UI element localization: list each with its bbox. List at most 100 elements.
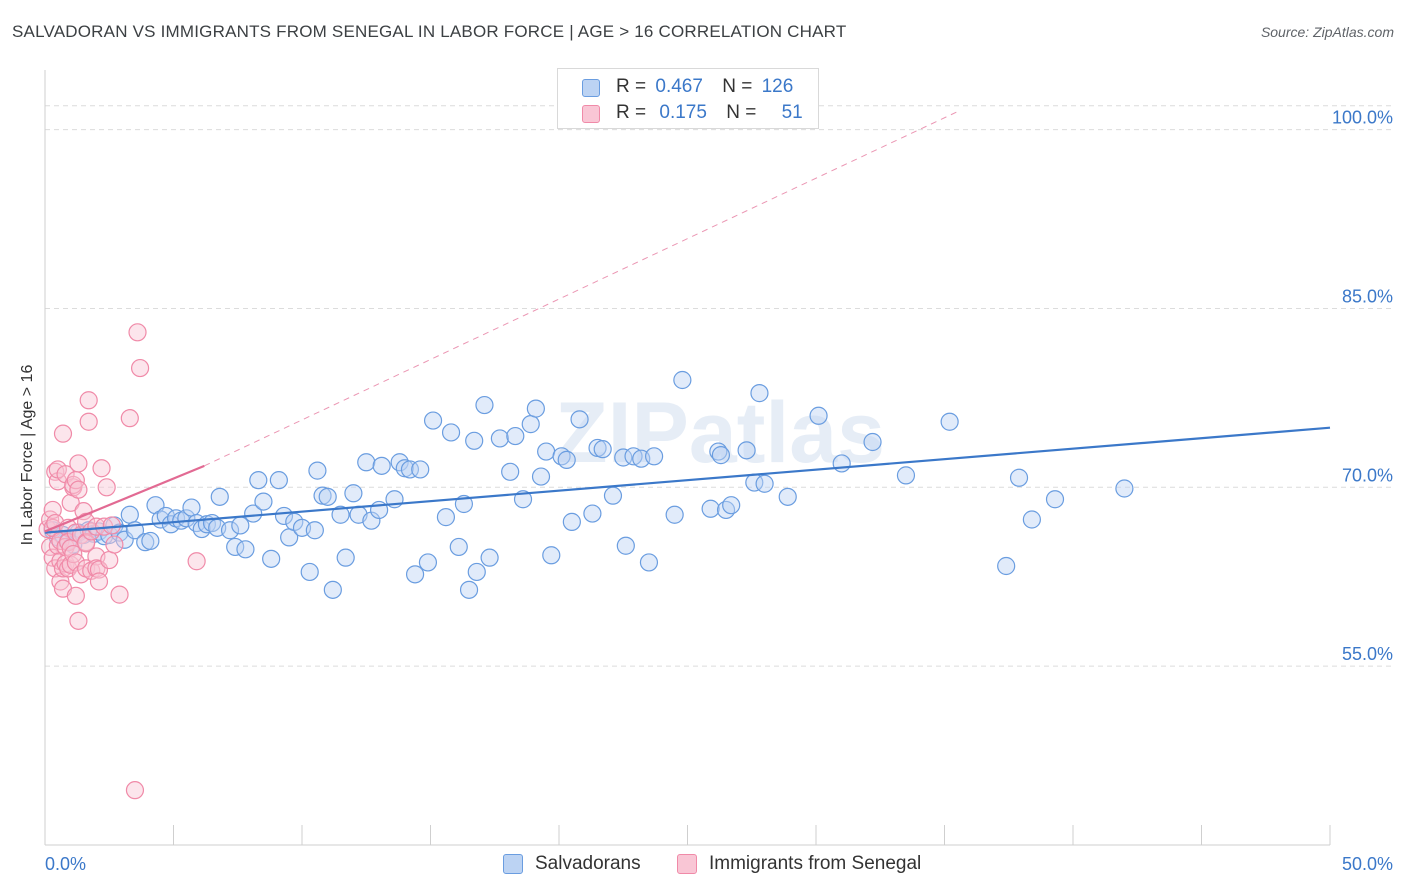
senegal-point <box>105 535 124 554</box>
senegal-legend-swatch <box>677 854 697 874</box>
salvadoran-point <box>308 461 327 480</box>
salvadoran-point <box>467 562 486 582</box>
salvadoran-point <box>318 487 337 506</box>
salvadoran-point <box>405 565 425 584</box>
salvadoran-point <box>639 553 659 572</box>
salvadoran-point <box>449 537 468 557</box>
salvadoran-point <box>863 432 882 452</box>
watermark: ZIPatlas <box>555 385 885 481</box>
senegal-legend-label: Immigrants from Senegal <box>709 853 922 874</box>
y-tick-label: 55.0% <box>1342 644 1393 664</box>
salvadorans-trend-line <box>44 426 1331 534</box>
x-tick-label: 50.0% <box>1342 854 1393 874</box>
senegal-point <box>130 358 150 378</box>
salvadoran-point <box>644 447 664 466</box>
salvadoran-point <box>557 450 576 469</box>
y-axis-title: In Labor Force | Age > 16 <box>19 364 36 546</box>
senegal-point <box>128 323 147 342</box>
senegal-point <box>120 409 139 428</box>
stats-legend: R = 0.467 N = 126 R = 0.175 N = 51 <box>557 68 819 129</box>
tick-labels: 55.0% 70.0% 85.0% 100.0% 0.0% 50.0% <box>45 108 1393 874</box>
salvadoran-point <box>400 460 420 479</box>
senegal-point <box>66 553 85 572</box>
senegal-point <box>187 552 206 571</box>
salvadoran-point <box>480 548 499 567</box>
salvadoran-point <box>832 454 851 473</box>
axes <box>44 70 1331 846</box>
salvadoran-point <box>701 499 720 518</box>
x-tick-label: 0.0% <box>45 854 86 874</box>
salvadoran-point <box>778 487 797 506</box>
y-tick-label: 70.0% <box>1342 465 1393 485</box>
salvadoran-point <box>531 467 551 486</box>
salvadoran-point <box>418 553 438 572</box>
n-value: 51 <box>781 102 803 123</box>
salvadoran-point <box>436 508 456 527</box>
salvadoran-point <box>722 496 741 515</box>
salvadoran-point <box>490 429 509 448</box>
salvadoran-point <box>262 549 281 568</box>
salvadoran-point <box>809 406 828 425</box>
r-value: 0.467 <box>655 76 703 97</box>
trend-lines <box>44 111 1331 534</box>
senegal-point <box>79 412 98 431</box>
salvadoran-point <box>750 384 769 403</box>
salvadoran-point <box>521 415 540 434</box>
salvadorans-legend-label: Salvadorans <box>535 853 641 874</box>
salvadoran-point <box>1115 479 1134 498</box>
senegal-point <box>77 534 96 553</box>
salvadoran-point <box>141 531 160 551</box>
salvadoran-point <box>182 498 201 517</box>
salvadoran-point <box>459 580 479 599</box>
n-value: 126 <box>761 76 794 97</box>
salvadoran-point <box>665 505 684 524</box>
salvadoran-point <box>570 410 589 429</box>
salvadoran-point <box>411 460 430 479</box>
y-tick-label: 100.0% <box>1332 108 1393 128</box>
n-label: N = <box>726 102 757 123</box>
senegal-swatch <box>582 105 600 123</box>
senegal-point <box>110 585 129 604</box>
salvadoran-point <box>465 431 484 450</box>
salvadoran-point <box>236 540 255 559</box>
salvadoran-point <box>254 492 273 511</box>
r-label: R = <box>616 102 647 123</box>
salvadoran-point <box>562 512 581 531</box>
salvadoran-point <box>331 505 350 524</box>
salvadoran-point <box>300 562 319 582</box>
salvadoran-point <box>616 536 635 555</box>
senegal-point <box>100 550 119 570</box>
salvadoran-point <box>673 370 692 390</box>
salvadoran-point <box>593 440 612 459</box>
chart-title: SALVADORAN VS IMMIGRANTS FROM SENEGAL IN… <box>12 22 847 41</box>
salvadoran-point <box>441 423 461 442</box>
salvadoran-point <box>344 484 363 503</box>
salvadoran-point <box>249 471 268 490</box>
salvadoran-point <box>357 453 376 472</box>
salvadoran-point <box>423 411 443 430</box>
salvadoran-point <box>552 447 571 466</box>
salvadoran-point <box>537 442 556 461</box>
source-label: Source: ZipAtlas.com <box>1260 24 1394 40</box>
salvadoran-point <box>940 412 959 431</box>
salvadoran-point <box>501 462 520 481</box>
salvadoran-point <box>161 515 181 534</box>
data-points <box>38 323 1134 800</box>
salvadoran-point <box>475 395 494 415</box>
y-tick-label: 85.0% <box>1342 286 1393 306</box>
senegal-point <box>92 459 111 478</box>
senegal-point <box>125 781 145 800</box>
salvadoran-point <box>372 456 391 475</box>
senegal-point <box>41 537 60 557</box>
salvadoran-point <box>997 556 1016 576</box>
salvadoran-point <box>390 453 409 472</box>
salvadoran-point <box>755 474 774 493</box>
salvadoran-point <box>711 446 731 465</box>
senegal-point <box>66 586 85 605</box>
salvadoran-point <box>526 399 545 418</box>
salvadoran-point <box>1009 468 1029 487</box>
senegal-point <box>89 572 109 591</box>
senegal-point <box>71 565 91 584</box>
senegal-point <box>53 424 73 443</box>
